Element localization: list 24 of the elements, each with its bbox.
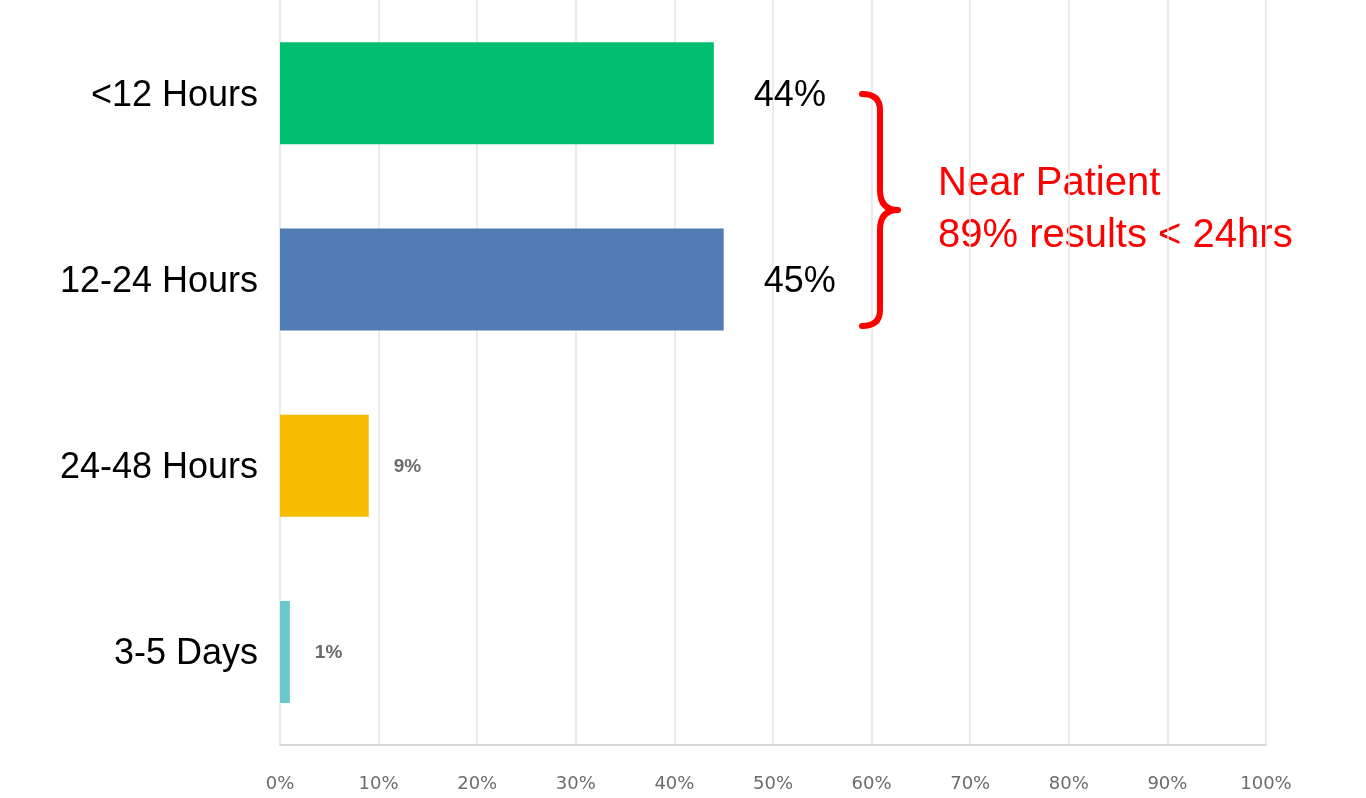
data-label: 45% [763,258,836,300]
bar [280,228,724,331]
x-tick-label: 90% [1147,771,1188,793]
x-tick-label: 20% [457,771,498,793]
x-tick-label: 100% [1240,771,1292,793]
x-tick-label: 70% [950,771,991,793]
annotation: Near Patient 89% results < 24hrs [938,159,1293,255]
y-tick-label: <12 Hours [90,72,258,114]
data-label: 1% [314,641,343,663]
y-tick-label: 12-24 Hours [59,258,258,300]
bar [280,42,714,145]
x-tick-label: 80% [1048,771,1089,793]
bar [280,414,369,517]
y-tick-label: 24-48 Hours [59,445,258,487]
data-label: 44% [753,72,826,114]
bar [280,600,290,703]
x-tick-label: 0% [265,771,295,793]
x-tick-label: 10% [358,771,399,793]
y-tick-label: 3-5 Days [113,631,258,673]
x-tick-label: 40% [654,771,695,793]
x-tick-label: 30% [555,771,596,793]
x-tick-label: 60% [851,771,892,793]
data-label: 9% [393,455,422,477]
x-tick-label: 50% [752,771,794,793]
